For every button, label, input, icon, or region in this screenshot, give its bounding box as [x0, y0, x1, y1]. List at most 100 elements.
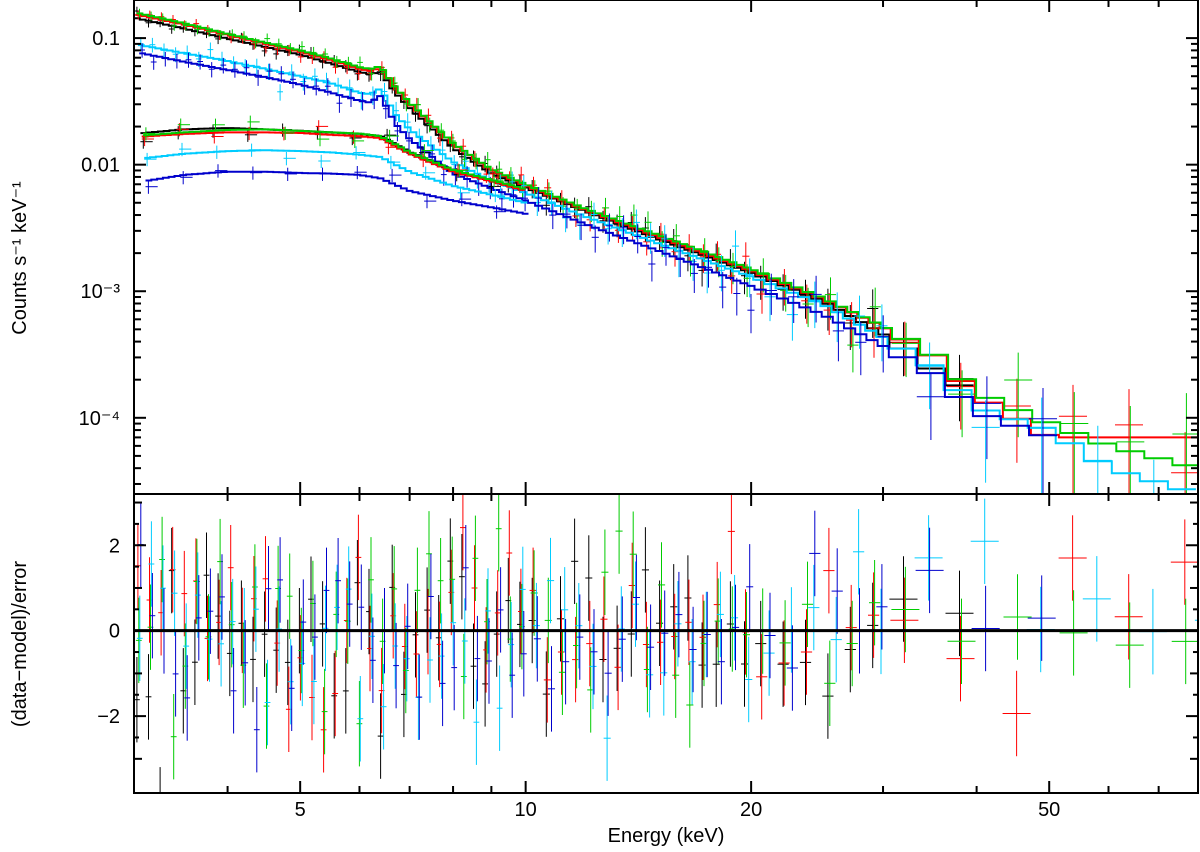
data-point — [277, 84, 283, 101]
data-point — [148, 11, 154, 21]
data-point — [215, 164, 228, 178]
spectrum-y-tick-labels: 0.1 0.01 10⁻³ 10⁻⁴ — [79, 28, 121, 430]
data-point — [832, 311, 844, 362]
data-point — [892, 322, 921, 378]
data-point — [824, 277, 837, 320]
data-point — [747, 294, 755, 334]
residual-point — [323, 547, 330, 634]
data-point — [563, 202, 571, 229]
data-point — [389, 168, 402, 183]
residual-point — [252, 544, 258, 630]
residual-point — [227, 525, 234, 611]
data-point — [299, 41, 305, 53]
data-point — [690, 259, 698, 293]
data-point — [703, 258, 711, 294]
x-axis-title: Energy (keV) — [608, 825, 725, 847]
residual-point — [562, 619, 570, 705]
data-point — [616, 206, 624, 230]
data-point — [1004, 352, 1033, 438]
residual-point — [556, 576, 564, 662]
residual-point — [685, 579, 693, 665]
residual-point — [311, 638, 317, 725]
data-point — [242, 59, 249, 75]
data-point — [136, 8, 143, 18]
residual-point — [786, 625, 798, 711]
data-point — [161, 43, 167, 59]
residual-point — [590, 609, 598, 695]
residual-point — [672, 632, 680, 718]
residual-point — [520, 611, 527, 697]
data-point — [179, 142, 192, 157]
data-point — [380, 66, 387, 80]
residual-point — [369, 593, 375, 679]
residual-point — [1115, 602, 1144, 688]
residual-point — [603, 695, 611, 781]
data-point — [301, 77, 308, 95]
data-point — [370, 86, 376, 105]
data-point — [489, 167, 503, 181]
data-point — [232, 62, 238, 78]
residual-point — [801, 561, 814, 647]
residual-point — [183, 603, 190, 689]
residual-point — [756, 634, 768, 720]
residual-point — [286, 553, 293, 639]
data-point — [211, 130, 224, 144]
y-tick-label: 10⁻³ — [81, 281, 121, 303]
data-point — [273, 48, 280, 60]
residual-point — [1170, 519, 1198, 605]
residual-point — [438, 613, 445, 699]
residual-point — [844, 606, 856, 693]
data-point — [317, 132, 330, 147]
residual-point — [647, 604, 655, 690]
residual-point — [824, 640, 836, 726]
data-point — [368, 67, 375, 81]
residual-point — [320, 687, 327, 773]
data-point — [853, 295, 866, 349]
data-point — [746, 258, 754, 298]
spectrum-panel: 0.1 0.01 10⁻³ 10⁻⁴ Counts s⁻¹ keV⁻¹ — [9, 0, 1199, 495]
residual-point — [808, 564, 820, 651]
residual-point — [778, 620, 790, 706]
residual-point — [628, 542, 636, 629]
y-tick-label: 2 — [109, 535, 120, 557]
residual-point — [192, 619, 198, 705]
residual-point — [970, 498, 999, 584]
data-point — [876, 304, 888, 362]
residual-point — [542, 651, 550, 737]
residual-point — [228, 582, 235, 668]
data-point — [438, 123, 445, 139]
data-point — [1172, 393, 1198, 494]
data-point — [241, 31, 247, 42]
data-point — [313, 78, 320, 96]
residual-point — [300, 579, 307, 665]
residual-point — [391, 546, 398, 632]
residual-point — [159, 767, 161, 793]
residual-point — [149, 573, 156, 659]
residual-point — [688, 619, 696, 705]
model-step-line — [135, 13, 1198, 439]
x-tick-label: 10 — [515, 799, 537, 821]
data-point — [229, 29, 236, 40]
residual-point — [576, 594, 584, 680]
data-point — [916, 373, 945, 440]
residual-point — [404, 583, 411, 669]
residual-point — [712, 621, 720, 707]
data-point — [733, 277, 741, 316]
residual-point — [547, 537, 555, 624]
data-point — [509, 171, 516, 195]
residual-point — [731, 575, 739, 661]
residual-point — [675, 571, 683, 658]
residual-point — [287, 638, 294, 725]
y-tick-label: 0.01 — [81, 155, 120, 177]
residual-point — [299, 620, 306, 707]
data-point — [297, 51, 304, 63]
data-point — [324, 78, 331, 96]
y-tick-label: 0 — [109, 621, 120, 643]
data-point — [319, 167, 332, 181]
data-point — [286, 44, 292, 56]
residual-point — [261, 591, 268, 677]
data-point — [162, 51, 169, 67]
residual-point — [368, 537, 374, 623]
data-point — [1058, 384, 1087, 494]
residual-point — [868, 572, 880, 658]
